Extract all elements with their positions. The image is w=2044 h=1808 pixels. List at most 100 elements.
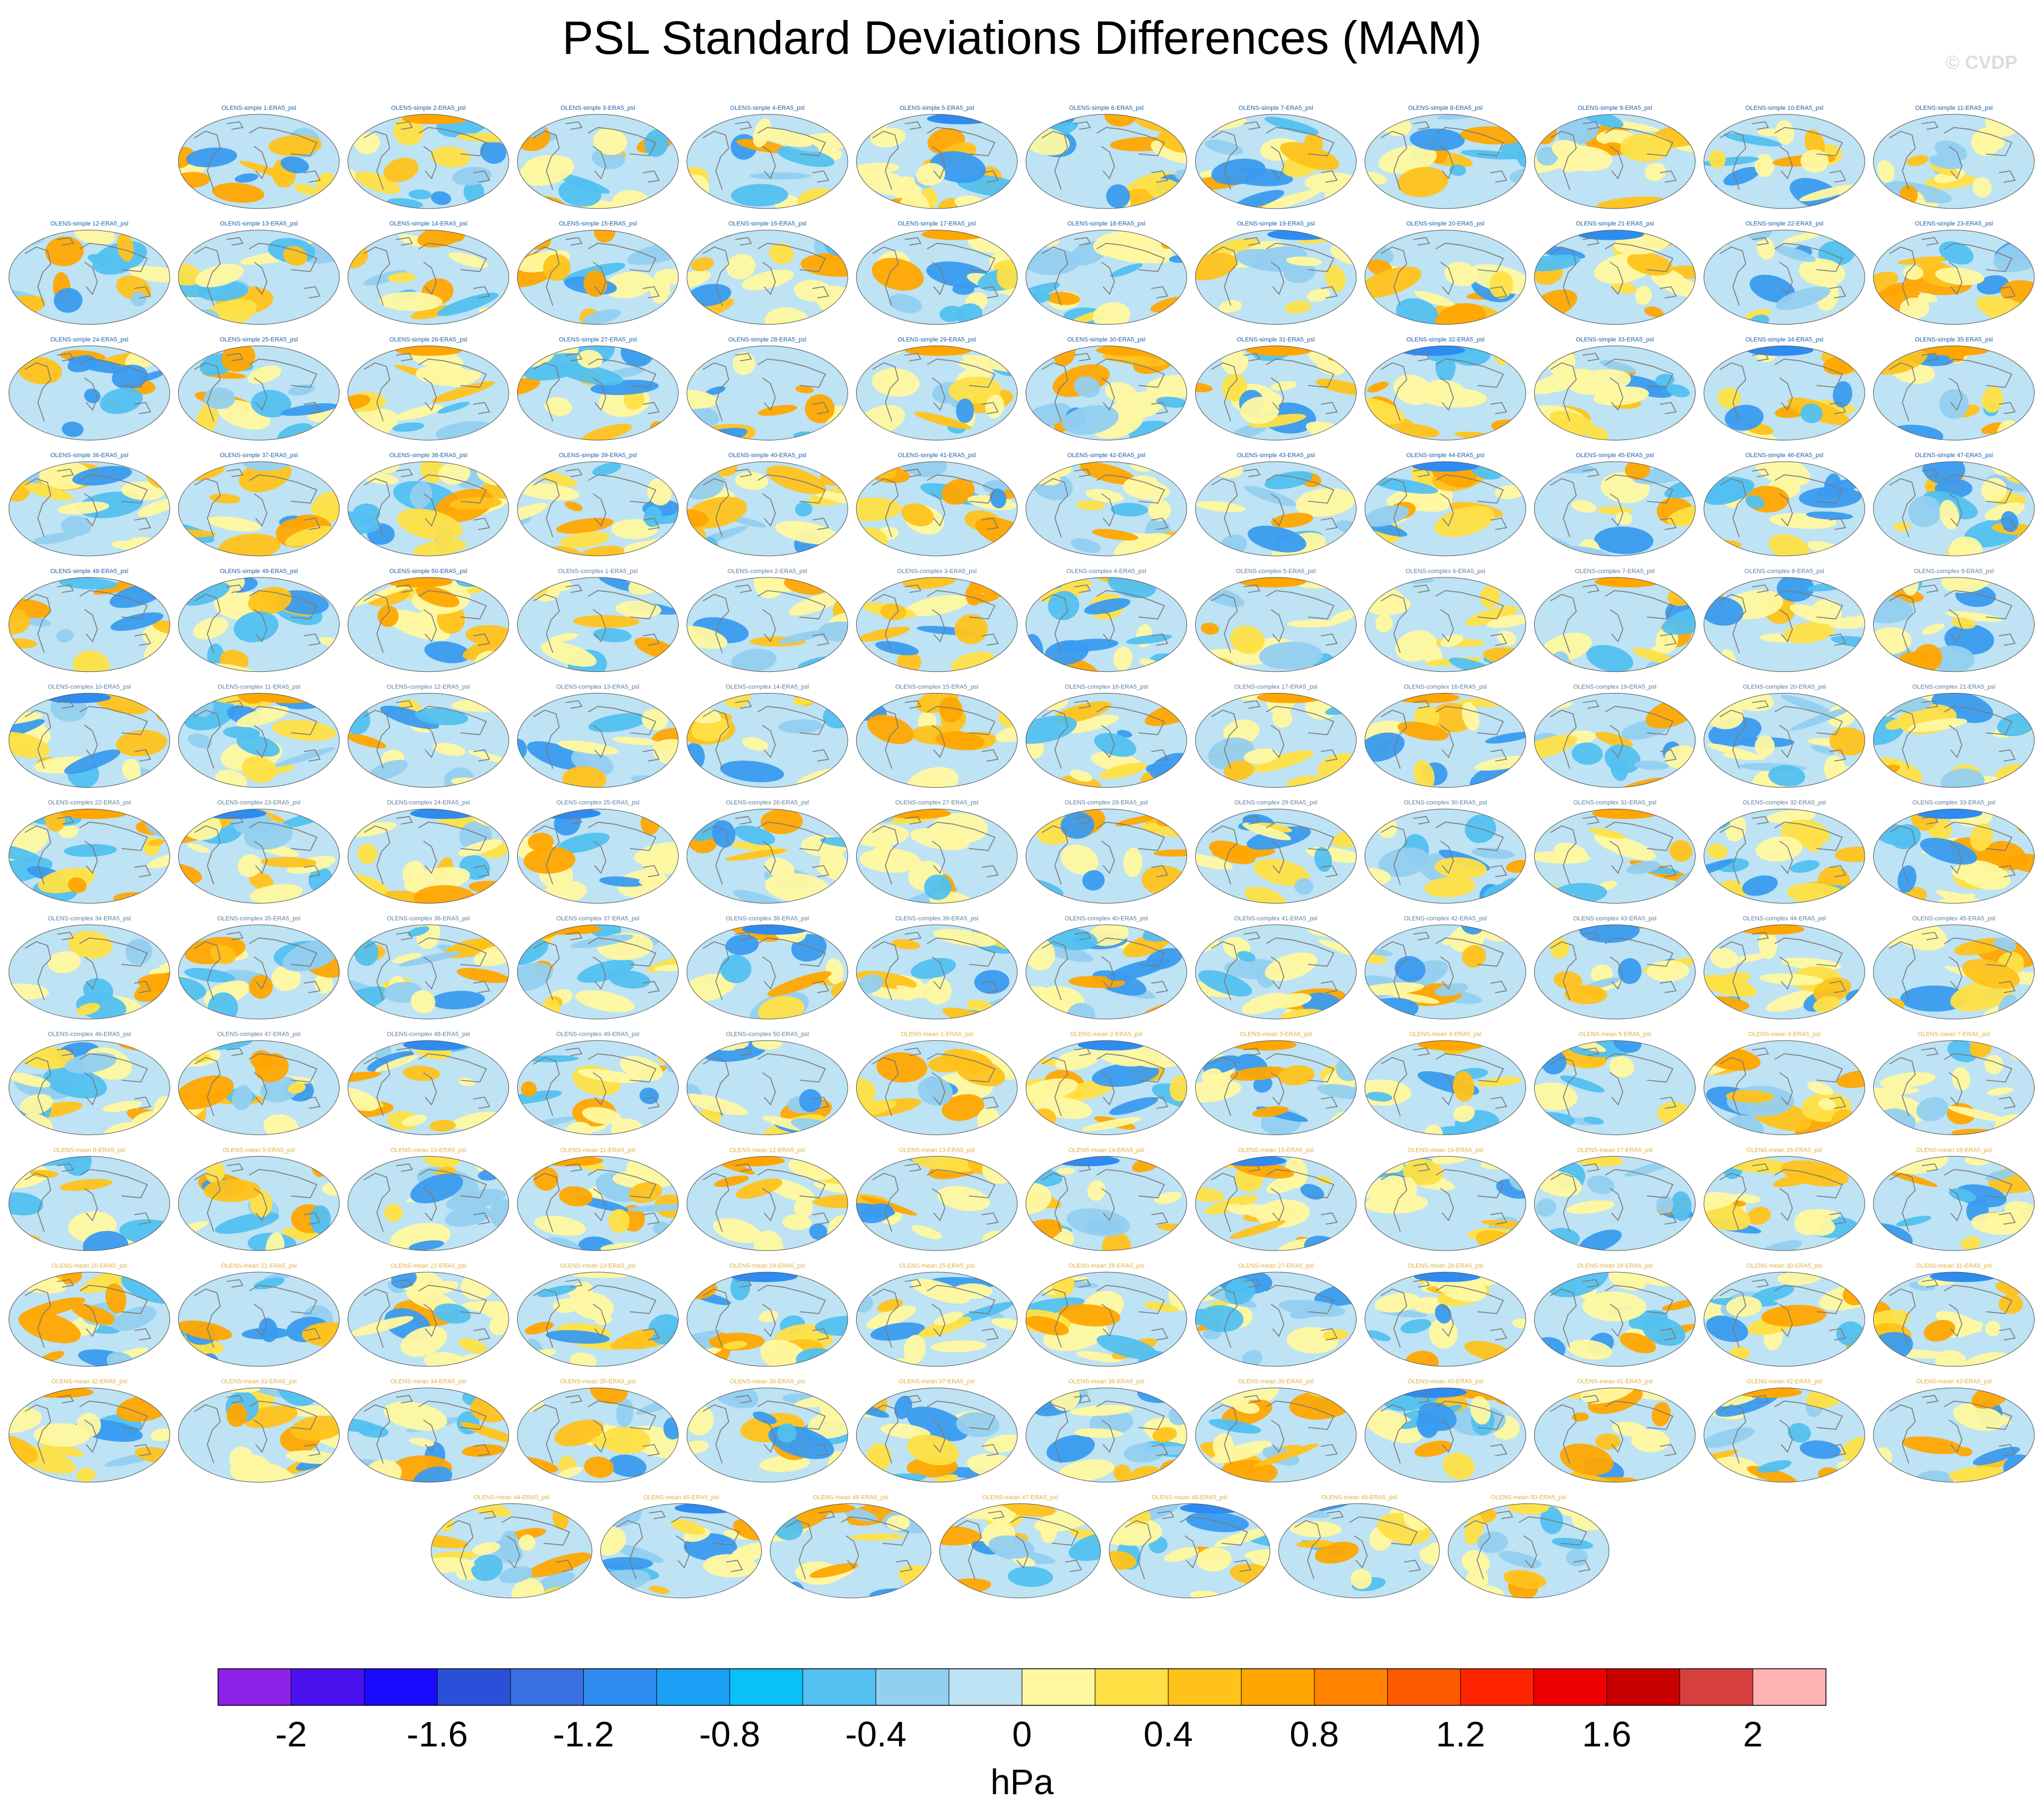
- map-field: [348, 230, 509, 325]
- panel-title: OLENS-simple 14-ERA5_psl: [389, 221, 468, 227]
- map-panel: OLENS-mean 37-ERA5_psl: [856, 1379, 1018, 1483]
- map-panel: OLENS-mean 38-ERA5_psl: [1025, 1379, 1187, 1483]
- map-panel: OLENS-complex 50-ERA5_psl: [686, 1031, 848, 1136]
- colorbar-box: [1460, 1669, 1534, 1705]
- map-panel: OLENS-complex 24-ERA5_psl: [347, 799, 509, 904]
- map-field: [178, 693, 340, 788]
- panel-title: OLENS-complex 24-ERA5_psl: [387, 799, 470, 806]
- map-panel: OLENS-mean 48-ERA5_psl: [1109, 1494, 1271, 1598]
- map-panel: OLENS-simple 32-ERA5_psl: [1364, 336, 1526, 440]
- map-field: [178, 114, 340, 209]
- map-panel: OLENS-simple 2-ERA5_psl: [347, 105, 509, 209]
- panel-title: OLENS-complex 2-ERA5_psl: [727, 568, 807, 575]
- map-panel: OLENS-complex 45-ERA5_psl: [1873, 915, 2035, 1020]
- map-field: [1365, 577, 1526, 672]
- map-field: [348, 577, 509, 672]
- panel-title: OLENS-mean 11-ERA5_psl: [560, 1147, 636, 1153]
- map-field: [687, 1040, 848, 1135]
- panel-title: OLENS-simple 19-ERA5_psl: [1237, 221, 1315, 227]
- map-field: [1873, 577, 2035, 672]
- panel-title: OLENS-mean 38-ERA5_psl: [1069, 1379, 1144, 1385]
- map-panel: OLENS-complex 23-ERA5_psl: [178, 799, 340, 904]
- map-field: [1704, 346, 1865, 440]
- map-field: [600, 1503, 762, 1598]
- panel-title: OLENS-mean 50-ERA5_psl: [1491, 1494, 1566, 1501]
- map-field: [1195, 693, 1357, 788]
- panel-title: OLENS-simple 28-ERA5_psl: [728, 336, 807, 343]
- map-panel: OLENS-mean 29-ERA5_psl: [1534, 1263, 1696, 1367]
- panel-title: OLENS-simple 16-ERA5_psl: [728, 221, 807, 227]
- map-field: [9, 1156, 170, 1251]
- map-panel: OLENS-simple 9-ERA5_psl: [1534, 105, 1696, 209]
- map-field: [856, 462, 1018, 556]
- map-panel: OLENS-mean 49-ERA5_psl: [1278, 1494, 1440, 1598]
- map-panel: OLENS-simple 41-ERA5_psl: [856, 452, 1018, 556]
- map-field: [1365, 924, 1526, 1019]
- map-field: [1365, 1272, 1526, 1366]
- panel-title: OLENS-simple 34-ERA5_psl: [1746, 336, 1824, 343]
- panel-title: OLENS-complex 43-ERA5_psl: [1574, 915, 1657, 922]
- panel-title: OLENS-complex 29-ERA5_psl: [1235, 799, 1318, 806]
- map-panel: OLENS-mean 41-ERA5_psl: [1534, 1379, 1696, 1483]
- map-panel: OLENS-complex 7-ERA5_psl: [1534, 568, 1696, 672]
- panel-title: OLENS-simple 33-ERA5_psl: [1576, 336, 1654, 343]
- map-panel: OLENS-simple 11-ERA5_psl: [1873, 105, 2035, 209]
- panel-title: OLENS-mean 26-ERA5_psl: [1069, 1263, 1144, 1269]
- map-panel: OLENS-simple 44-ERA5_psl: [1364, 452, 1526, 556]
- panel-title: OLENS-mean 28-ERA5_psl: [1408, 1263, 1483, 1269]
- panel-title: OLENS-simple 23-ERA5_psl: [1915, 221, 1993, 227]
- panel-title: OLENS-complex 17-ERA5_psl: [1235, 684, 1318, 691]
- map-panel: OLENS-simple 4-ERA5_psl: [686, 105, 848, 209]
- panel-title: OLENS-mean 31-ERA5_psl: [1916, 1263, 1991, 1269]
- map-panel: OLENS-simple 8-ERA5_psl: [1364, 105, 1526, 209]
- map-field: [1873, 114, 2035, 209]
- map-panel: OLENS-complex 21-ERA5_psl: [1873, 684, 2035, 788]
- map-field: [517, 693, 679, 788]
- map-field: [856, 114, 1018, 209]
- panel-title: OLENS-complex 37-ERA5_psl: [556, 915, 640, 922]
- map-panel: OLENS-mean 47-ERA5_psl: [939, 1494, 1101, 1598]
- panel-title: OLENS-simple 35-ERA5_psl: [1915, 336, 1993, 343]
- panel-title: OLENS-simple 18-ERA5_psl: [1067, 221, 1146, 227]
- colorbar-tick-label: 0: [1012, 1714, 1032, 1754]
- panel-title: OLENS-mean 32-ERA5_psl: [52, 1379, 127, 1385]
- map-panel: OLENS-simple 26-ERA5_psl: [347, 336, 509, 440]
- colorbar-box: [583, 1669, 657, 1705]
- map-field: [1534, 1156, 1696, 1251]
- map-field: [856, 1387, 1018, 1482]
- map-panel: OLENS-mean 11-ERA5_psl: [517, 1147, 679, 1251]
- map-panel: OLENS-simple 15-ERA5_psl: [517, 221, 679, 325]
- panel-title: OLENS-simple 50-ERA5_psl: [389, 568, 468, 575]
- panel-title: OLENS-complex 12-ERA5_psl: [387, 684, 470, 691]
- map-panel: OLENS-complex 10-ERA5_psl: [8, 684, 170, 788]
- map-panel: OLENS-simple 23-ERA5_psl: [1873, 221, 2035, 325]
- panel-title: OLENS-mean 33-ERA5_psl: [221, 1379, 296, 1385]
- map-panel: OLENS-simple 31-ERA5_psl: [1195, 336, 1357, 440]
- panel-title: OLENS-complex 39-ERA5_psl: [895, 915, 979, 922]
- panel-title: OLENS-mean 24-ERA5_psl: [730, 1263, 805, 1269]
- map-panel: OLENS-mean 9-ERA5_psl: [178, 1147, 340, 1251]
- panel-title: OLENS-complex 23-ERA5_psl: [217, 799, 301, 806]
- panel-title: OLENS-simple 45-ERA5_psl: [1576, 452, 1654, 459]
- panel-title: OLENS-complex 26-ERA5_psl: [726, 799, 809, 806]
- panel-title: OLENS-simple 40-ERA5_psl: [728, 452, 807, 459]
- map-field: [1195, 924, 1357, 1019]
- panel-title: OLENS-simple 26-ERA5_psl: [389, 336, 468, 343]
- panel-title: OLENS-complex 11-ERA5_psl: [217, 684, 300, 691]
- map-panel: OLENS-mean 12-ERA5_psl: [686, 1147, 848, 1251]
- colorbar-box: [218, 1669, 292, 1705]
- map-field: [856, 1156, 1018, 1251]
- map-field: [517, 114, 679, 209]
- panel-title: OLENS-mean 10-ERA5_psl: [391, 1147, 466, 1153]
- colorbar-box: [364, 1669, 438, 1705]
- map-field: [1026, 693, 1187, 788]
- panel-title: OLENS-simple 5-ERA5_psl: [899, 105, 974, 112]
- map-field: [9, 693, 170, 788]
- panel-title: OLENS-complex 22-ERA5_psl: [48, 799, 131, 806]
- map-panel: OLENS-complex 1-ERA5_psl: [517, 568, 679, 672]
- map-panel: OLENS-mean 18-ERA5_psl: [1703, 1147, 1865, 1251]
- colorbar-tick-label: -0.4: [845, 1714, 906, 1754]
- map-field: [178, 346, 340, 440]
- panel-title: OLENS-mean 37-ERA5_psl: [899, 1379, 974, 1385]
- map-panel: OLENS-simple 1-ERA5_psl: [178, 105, 340, 209]
